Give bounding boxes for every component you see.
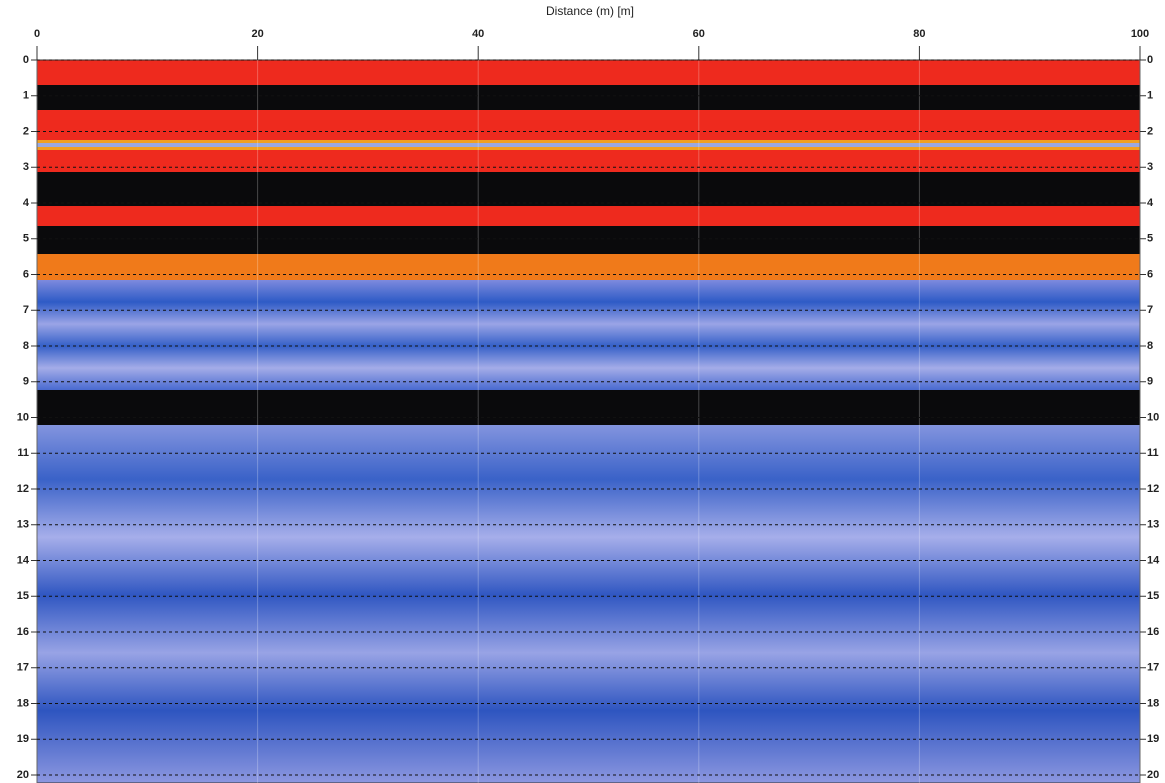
y-tick-label: 1 (23, 90, 29, 102)
y-tick-label: 5 (23, 233, 29, 245)
y-tick-label: 2 (1147, 125, 1153, 137)
y-tick-label: 3 (23, 161, 29, 173)
y-tick-label: 20 (17, 769, 29, 781)
chart-title: Distance (m) [m] (546, 4, 634, 18)
y-tick-label: 14 (17, 554, 30, 566)
y-tick-label: 15 (17, 590, 29, 602)
y-tick-label: 14 (1147, 554, 1160, 566)
x-tick-label: 60 (693, 28, 705, 40)
y-tick-label: 16 (1147, 626, 1159, 638)
y-tick-label: 11 (1147, 447, 1159, 459)
x-tick-label: 0 (34, 28, 40, 40)
y-tick-label: 8 (23, 340, 29, 352)
y-tick-label: 12 (17, 483, 29, 495)
y-tick-label: 10 (1147, 411, 1159, 423)
y-tick-label: 0 (23, 54, 29, 66)
y-tick-label: 4 (1147, 197, 1154, 209)
y-tick-label: 19 (1147, 733, 1159, 745)
y-tick-label: 19 (17, 733, 29, 745)
y-tick-label: 20 (1147, 769, 1159, 781)
y-tick-label: 0 (1147, 54, 1153, 66)
y-tick-label: 16 (17, 626, 29, 638)
x-tick-label: 40 (472, 28, 484, 40)
chart: Distance (m) [m] 02040608010000112233445… (0, 0, 1165, 783)
y-tick-label: 13 (1147, 519, 1159, 531)
y-tick-label: 4 (23, 197, 30, 209)
y-tick-label: 13 (17, 519, 29, 531)
y-tick-label: 12 (1147, 483, 1159, 495)
y-tick-label: 6 (23, 268, 29, 280)
y-tick-label: 2 (23, 125, 29, 137)
y-tick-label: 17 (17, 662, 29, 674)
y-tick-label: 9 (1147, 376, 1153, 388)
y-tick-label: 10 (17, 411, 29, 423)
y-tick-label: 8 (1147, 340, 1153, 352)
y-tick-label: 18 (17, 697, 29, 709)
x-tick-label: 20 (251, 28, 263, 40)
y-tick-label: 15 (1147, 590, 1159, 602)
y-tick-label: 1 (1147, 90, 1153, 102)
y-tick-label: 9 (23, 376, 29, 388)
y-tick-label: 11 (17, 447, 29, 459)
y-tick-label: 7 (23, 304, 29, 316)
radar-image (37, 60, 1140, 783)
y-tick-label: 7 (1147, 304, 1153, 316)
y-tick-label: 5 (1147, 233, 1153, 245)
y-tick-label: 6 (1147, 268, 1153, 280)
page: Distance (m) [m] 02040608010000112233445… (0, 0, 1165, 783)
x-tick-label: 100 (1131, 28, 1149, 40)
y-tick-label: 18 (1147, 697, 1159, 709)
x-tick-label: 80 (913, 28, 925, 40)
y-tick-label: 3 (1147, 161, 1153, 173)
y-tick-label: 17 (1147, 662, 1159, 674)
